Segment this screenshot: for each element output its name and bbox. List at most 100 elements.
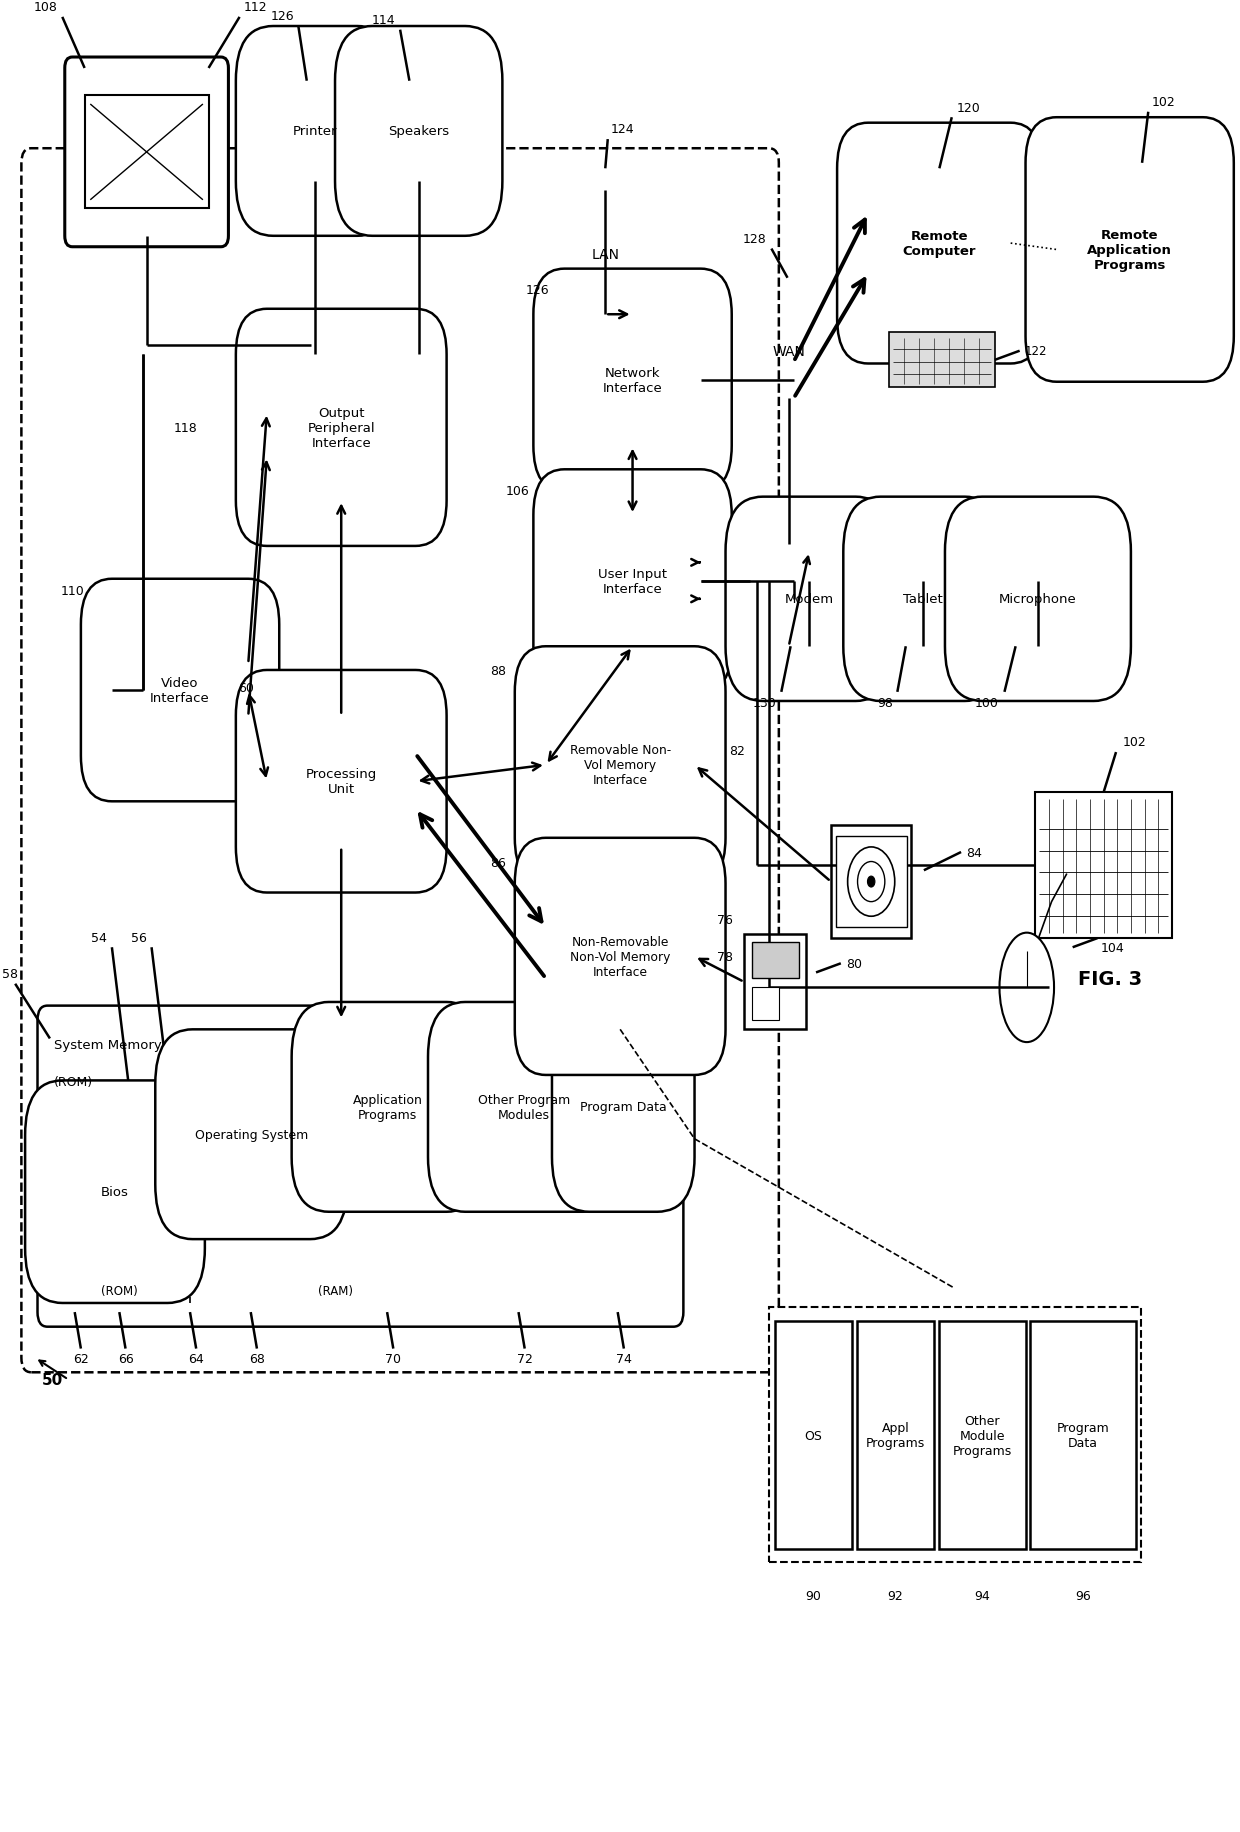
Text: 104: 104: [1101, 942, 1125, 954]
Text: 110: 110: [61, 584, 84, 597]
FancyBboxPatch shape: [37, 1006, 683, 1326]
FancyBboxPatch shape: [533, 269, 732, 493]
Text: 80: 80: [846, 958, 862, 971]
Text: 118: 118: [174, 421, 197, 434]
Text: Non-Removable
Non-Vol Memory
Interface: Non-Removable Non-Vol Memory Interface: [570, 936, 671, 978]
Text: 54: 54: [91, 931, 107, 943]
Ellipse shape: [858, 863, 885, 901]
Text: 128: 128: [743, 233, 766, 245]
Text: 112: 112: [243, 2, 267, 15]
FancyBboxPatch shape: [335, 27, 502, 236]
FancyBboxPatch shape: [843, 498, 1002, 702]
FancyBboxPatch shape: [533, 471, 732, 692]
Text: 126: 126: [270, 11, 294, 24]
Text: 74: 74: [616, 1352, 632, 1365]
Ellipse shape: [999, 932, 1054, 1042]
Bar: [775, 1321, 852, 1550]
Text: 90: 90: [806, 1590, 821, 1603]
Text: Bios: Bios: [100, 1185, 129, 1198]
Text: Output
Peripheral
Interface: Output Peripheral Interface: [308, 407, 374, 449]
Text: 72: 72: [517, 1352, 533, 1365]
Text: Video
Interface: Video Interface: [150, 676, 210, 705]
Text: 114: 114: [372, 15, 396, 27]
FancyBboxPatch shape: [515, 839, 725, 1075]
Text: 82: 82: [729, 744, 745, 757]
Text: 86: 86: [490, 856, 506, 870]
Bar: [769, 1306, 1141, 1563]
Text: 100: 100: [975, 696, 999, 709]
Bar: [751, 987, 779, 1020]
FancyBboxPatch shape: [725, 498, 893, 702]
FancyBboxPatch shape: [291, 1002, 484, 1213]
Text: Program
Data: Program Data: [1056, 1422, 1110, 1449]
Text: 58: 58: [2, 967, 19, 980]
FancyBboxPatch shape: [837, 123, 1042, 365]
FancyBboxPatch shape: [236, 27, 394, 236]
Text: 76: 76: [717, 914, 733, 927]
FancyBboxPatch shape: [155, 1030, 347, 1240]
Text: Program Data: Program Data: [580, 1101, 667, 1114]
Bar: [831, 826, 911, 938]
Text: 68: 68: [249, 1352, 265, 1365]
Text: 88: 88: [490, 665, 506, 678]
Text: 130: 130: [753, 696, 776, 709]
Text: (ROM): (ROM): [100, 1284, 138, 1297]
Text: 60: 60: [238, 682, 254, 694]
Text: 106: 106: [506, 484, 529, 498]
Text: 50: 50: [42, 1372, 63, 1387]
Text: 66: 66: [118, 1352, 134, 1365]
Text: 124: 124: [610, 123, 634, 136]
Bar: [889, 333, 994, 388]
Bar: [751, 942, 799, 978]
Text: System Memory: System Memory: [53, 1039, 161, 1052]
Bar: [84, 97, 208, 209]
Text: 92: 92: [888, 1590, 903, 1603]
FancyBboxPatch shape: [515, 647, 725, 883]
Text: Removable Non-
Vol Memory
Interface: Removable Non- Vol Memory Interface: [569, 744, 671, 788]
Text: Printer: Printer: [293, 125, 337, 139]
Text: 102: 102: [1152, 95, 1176, 110]
FancyBboxPatch shape: [552, 1002, 694, 1213]
Text: 84: 84: [966, 846, 982, 859]
Text: 56: 56: [130, 931, 146, 943]
FancyBboxPatch shape: [428, 1002, 620, 1213]
Bar: [939, 1321, 1025, 1550]
Text: OS: OS: [805, 1429, 822, 1442]
Text: Network
Interface: Network Interface: [603, 366, 662, 394]
Ellipse shape: [868, 878, 875, 887]
Text: 102: 102: [1122, 736, 1146, 749]
Text: 62: 62: [73, 1352, 89, 1365]
Text: 78: 78: [717, 951, 733, 964]
Text: Appl
Programs: Appl Programs: [866, 1422, 925, 1449]
Text: Other
Module
Programs: Other Module Programs: [952, 1414, 1012, 1456]
Text: LAN: LAN: [591, 247, 619, 262]
Bar: [857, 1321, 934, 1550]
Text: 96: 96: [1075, 1590, 1091, 1603]
FancyBboxPatch shape: [25, 1081, 205, 1303]
FancyBboxPatch shape: [945, 498, 1131, 702]
Text: Speakers: Speakers: [388, 125, 449, 139]
Bar: [836, 837, 906, 927]
Text: 126: 126: [526, 284, 549, 297]
FancyBboxPatch shape: [21, 148, 779, 1372]
FancyBboxPatch shape: [236, 671, 446, 892]
Text: 94: 94: [975, 1590, 990, 1603]
Text: 120: 120: [957, 101, 981, 115]
Text: User Input
Interface: User Input Interface: [598, 568, 667, 595]
Text: (ROM): (ROM): [53, 1075, 93, 1088]
Text: Other Program
Modules: Other Program Modules: [477, 1094, 570, 1121]
Text: Application
Programs: Application Programs: [352, 1094, 423, 1121]
FancyBboxPatch shape: [1025, 117, 1234, 383]
FancyBboxPatch shape: [81, 579, 279, 802]
Text: 122: 122: [1024, 344, 1047, 357]
Text: Remote
Computer: Remote Computer: [903, 231, 976, 258]
Text: Modem: Modem: [785, 594, 833, 606]
Ellipse shape: [848, 848, 895, 916]
Bar: [1035, 793, 1172, 938]
FancyBboxPatch shape: [236, 310, 446, 546]
Text: 108: 108: [33, 2, 57, 15]
Bar: [744, 934, 806, 1030]
Text: WAN: WAN: [773, 344, 805, 359]
Text: Tablet: Tablet: [903, 594, 942, 606]
Text: (RAM): (RAM): [317, 1284, 352, 1297]
